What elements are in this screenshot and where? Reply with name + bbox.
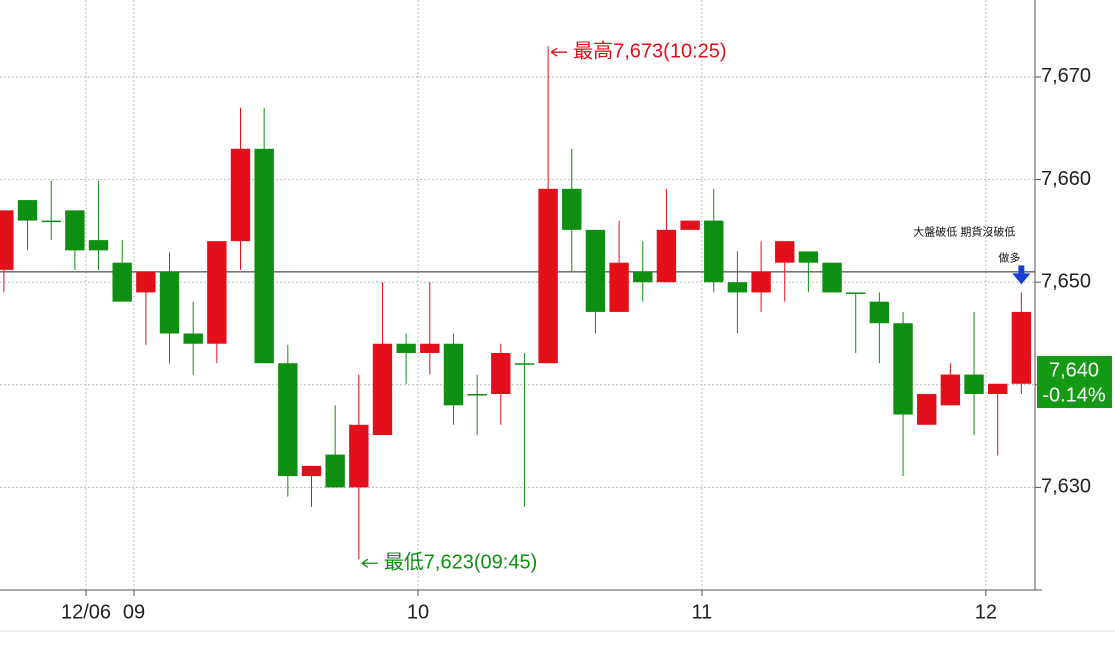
candle-body (491, 352, 511, 395)
candle-body (893, 323, 913, 415)
candle-body (562, 188, 582, 230)
candle-body (278, 363, 298, 477)
candle-body (467, 394, 487, 396)
candle-body (230, 148, 251, 242)
y-tick-label: 7,650 (1041, 270, 1091, 292)
y-tick-label: 7,630 (1041, 476, 1091, 498)
x-tick-label: 11 (692, 601, 713, 623)
candle-body (964, 374, 984, 395)
candle-body (633, 271, 653, 283)
x-tick-label: 10 (407, 601, 429, 623)
annotation-arrow (550, 47, 558, 57)
candle-body (538, 188, 558, 364)
low-annotation: 最低7,623(09:45) (384, 550, 537, 573)
candle-body (869, 301, 890, 324)
candle-body (41, 220, 61, 223)
candle-body (846, 292, 866, 294)
candle-body (349, 424, 369, 488)
candle-body (396, 343, 416, 353)
candle-body (443, 343, 464, 406)
candle-body (372, 343, 393, 436)
candle-body (775, 241, 795, 263)
candle-body (65, 210, 85, 251)
candle-body (0, 210, 14, 270)
candle-body (680, 220, 700, 230)
candle-body (609, 262, 629, 312)
candle-body (183, 333, 203, 344)
candle-body (254, 148, 274, 364)
candle-body (420, 343, 440, 353)
candle-body (1011, 311, 1032, 384)
signal: 做多 (998, 250, 1020, 264)
note: 大盤破低 期貨沒破低 (913, 224, 1015, 238)
change: -0.14% (1042, 384, 1106, 406)
candle-body (17, 200, 38, 221)
x-tick-label: 09 (123, 601, 145, 623)
candle-body (917, 394, 937, 425)
y-tick-label: 7,660 (1041, 168, 1091, 190)
candle-body (798, 251, 819, 263)
candle-body (656, 229, 677, 283)
candle-body (325, 454, 345, 488)
high-annotation: 最高7,673(10:25) (573, 39, 726, 62)
x-tick-label: 12/06 (61, 601, 111, 623)
candle-body (136, 271, 156, 293)
candle-body (940, 374, 961, 406)
candle-body (704, 220, 724, 283)
candle-body (207, 241, 227, 344)
candle-body (112, 262, 132, 302)
candle-body (727, 282, 748, 293)
candle-body (301, 465, 322, 477)
last-price: 7,640 (1049, 359, 1099, 381)
candle-body (751, 271, 771, 293)
candle-body (159, 271, 180, 334)
candle-body (88, 240, 109, 251)
signal-arrow (1012, 273, 1031, 285)
candle-body (988, 383, 1008, 395)
candle-body (822, 262, 842, 293)
candle-body (514, 363, 535, 365)
x-tick-label: 12 (975, 601, 997, 623)
candle-body (585, 229, 606, 312)
price-badge (1037, 356, 1112, 408)
y-tick-label: 7,670 (1041, 65, 1091, 87)
signal-arrow (1018, 265, 1025, 274)
annotation-arrow (361, 558, 369, 568)
